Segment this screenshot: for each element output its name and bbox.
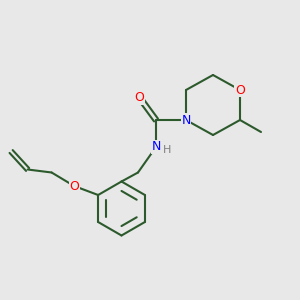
Text: O: O — [69, 179, 79, 193]
Text: H: H — [163, 145, 171, 155]
Text: N: N — [151, 140, 161, 154]
Text: N: N — [181, 113, 191, 127]
Text: O: O — [235, 83, 245, 97]
Text: O: O — [135, 91, 144, 104]
